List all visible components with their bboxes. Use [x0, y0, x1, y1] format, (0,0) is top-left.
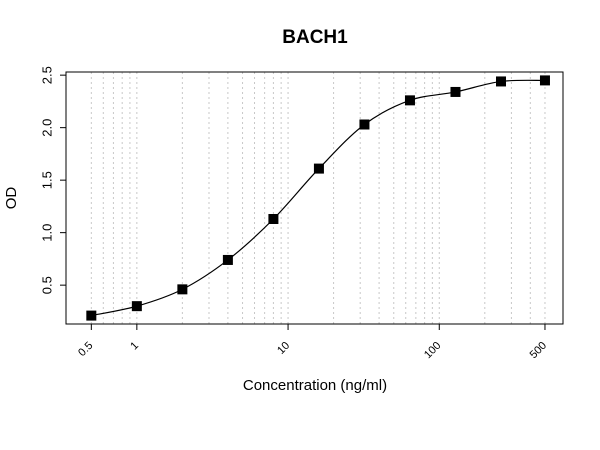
point — [86, 310, 97, 321]
y-tick-label: 2.0 — [39, 119, 54, 137]
point — [222, 254, 233, 265]
point — [496, 76, 507, 87]
point — [177, 284, 188, 295]
point — [539, 75, 550, 86]
y-tick-label: 2.5 — [39, 66, 54, 84]
y-tick-label: 0.5 — [39, 276, 54, 294]
point — [450, 86, 461, 97]
plot-frame — [65, 71, 564, 325]
x-tick-label: 500 — [528, 340, 549, 361]
y-tick-label: 1.0 — [39, 224, 54, 242]
x-tick-label: 10 — [275, 340, 292, 357]
x-tick-label: 100 — [422, 340, 443, 361]
point — [359, 119, 370, 130]
point — [404, 95, 415, 106]
chart-title: BACH1 — [282, 27, 348, 48]
x-axis-label: Concentration (ng/ml) — [243, 377, 387, 394]
y-tick-label: 1.5 — [39, 171, 54, 189]
x-tick-label: 1 — [128, 340, 141, 353]
y-axis-label: OD — [3, 187, 20, 210]
fit-curve — [91, 79, 545, 317]
point — [313, 163, 324, 174]
point — [131, 301, 142, 312]
point — [268, 214, 279, 224]
x-tick-label: 0.5 — [76, 340, 95, 359]
